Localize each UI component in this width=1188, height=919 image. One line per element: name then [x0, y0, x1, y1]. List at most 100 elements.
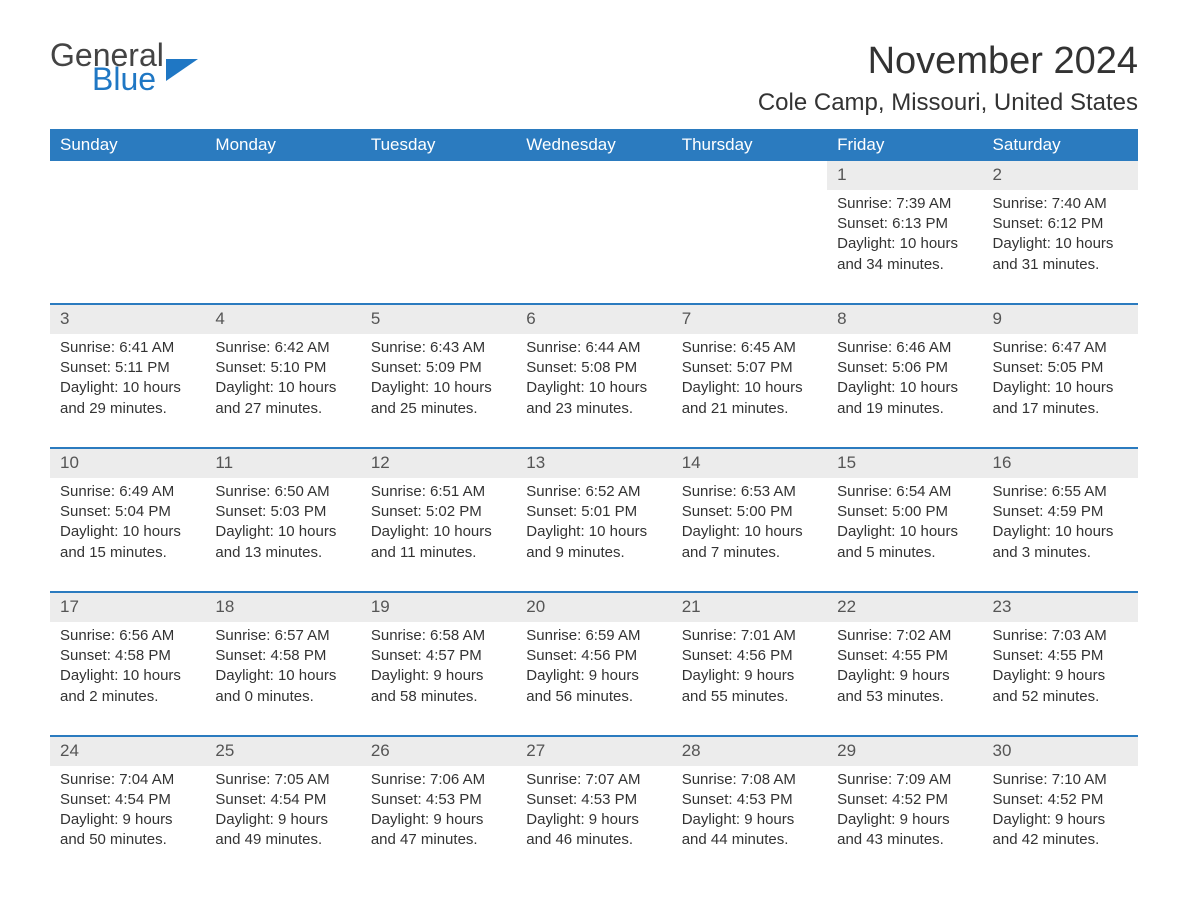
calendar-cell: 4Sunrise: 6:42 AMSunset: 5:10 PMDaylight…: [205, 304, 360, 448]
sunrise: Sunrise: 6:55 AM: [993, 482, 1128, 502]
calendar-cell: 2Sunrise: 7:40 AMSunset: 6:12 PMDaylight…: [983, 161, 1138, 304]
daylight: Daylight: 10 hours and 31 minutes.: [993, 234, 1128, 275]
sunrise: Sunrise: 7:40 AM: [993, 194, 1128, 214]
daylight: Daylight: 9 hours and 50 minutes.: [60, 810, 195, 851]
sunrise: Sunrise: 7:06 AM: [371, 770, 506, 790]
daylight: Daylight: 9 hours and 53 minutes.: [837, 666, 972, 707]
sunrise: Sunrise: 7:39 AM: [837, 194, 972, 214]
sunset: Sunset: 4:54 PM: [60, 790, 195, 810]
header: General Blue November 2024 Cole Camp, Mi…: [50, 40, 1138, 117]
sunset: Sunset: 4:53 PM: [526, 790, 661, 810]
sunrise: Sunrise: 7:04 AM: [60, 770, 195, 790]
day-number: 1: [827, 161, 982, 190]
sunset: Sunset: 6:12 PM: [993, 214, 1128, 234]
daylight: Daylight: 10 hours and 7 minutes.: [682, 522, 817, 563]
day-number: 13: [516, 449, 671, 478]
calendar-cell: 17Sunrise: 6:56 AMSunset: 4:58 PMDayligh…: [50, 592, 205, 736]
calendar-cell: 3Sunrise: 6:41 AMSunset: 5:11 PMDaylight…: [50, 304, 205, 448]
sunrise: Sunrise: 6:43 AM: [371, 338, 506, 358]
day-number: 9: [983, 305, 1138, 334]
logo: General Blue: [50, 40, 198, 95]
logo-text-blue: Blue: [92, 64, 164, 94]
calendar-cell: 18Sunrise: 6:57 AMSunset: 4:58 PMDayligh…: [205, 592, 360, 736]
day-number: 3: [50, 305, 205, 334]
day-number: 28: [672, 737, 827, 766]
day-number: 19: [361, 593, 516, 622]
sunrise: Sunrise: 6:44 AM: [526, 338, 661, 358]
calendar-cell: [50, 161, 205, 304]
sunrise: Sunrise: 7:07 AM: [526, 770, 661, 790]
daylight: Daylight: 10 hours and 27 minutes.: [215, 378, 350, 419]
sunset: Sunset: 4:59 PM: [993, 502, 1128, 522]
sunset: Sunset: 5:00 PM: [837, 502, 972, 522]
daylight: Daylight: 10 hours and 2 minutes.: [60, 666, 195, 707]
sunrise: Sunrise: 6:51 AM: [371, 482, 506, 502]
sunset: Sunset: 5:11 PM: [60, 358, 195, 378]
calendar-cell: 15Sunrise: 6:54 AMSunset: 5:00 PMDayligh…: [827, 448, 982, 592]
sunrise: Sunrise: 7:01 AM: [682, 626, 817, 646]
sunrise: Sunrise: 6:47 AM: [993, 338, 1128, 358]
sunset: Sunset: 5:01 PM: [526, 502, 661, 522]
day-number: 24: [50, 737, 205, 766]
sunset: Sunset: 4:56 PM: [682, 646, 817, 666]
sunrise: Sunrise: 6:54 AM: [837, 482, 972, 502]
calendar-cell: 9Sunrise: 6:47 AMSunset: 5:05 PMDaylight…: [983, 304, 1138, 448]
sunset: Sunset: 4:53 PM: [682, 790, 817, 810]
sunrise: Sunrise: 6:46 AM: [837, 338, 972, 358]
daylight: Daylight: 10 hours and 9 minutes.: [526, 522, 661, 563]
day-number: 7: [672, 305, 827, 334]
sunrise: Sunrise: 6:45 AM: [682, 338, 817, 358]
daylight: Daylight: 9 hours and 44 minutes.: [682, 810, 817, 851]
calendar-cell: 28 Sunrise: 7:08 AMSunset: 4:53 PMDayligh…: [672, 736, 827, 879]
calendar-cell: 10Sunrise: 6:49 AMSunset: 5:04 PMDayligh…: [50, 448, 205, 592]
day-header: Monday: [205, 129, 360, 161]
sunset: Sunset: 5:05 PM: [993, 358, 1128, 378]
sunset: Sunset: 5:03 PM: [215, 502, 350, 522]
calendar-cell: 6Sunrise: 6:44 AMSunset: 5:08 PMDaylight…: [516, 304, 671, 448]
day-number: 14: [672, 449, 827, 478]
sunrise: Sunrise: 7:02 AM: [837, 626, 972, 646]
day-header: Saturday: [983, 129, 1138, 161]
daylight: Daylight: 10 hours and 13 minutes.: [215, 522, 350, 563]
calendar-cell: 20Sunrise: 6:59 AMSunset: 4:56 PMDayligh…: [516, 592, 671, 736]
calendar-cell: 25Sunrise: 7:05 AMSunset: 4:54 PMDayligh…: [205, 736, 360, 879]
calendar-cell: 11Sunrise: 6:50 AMSunset: 5:03 PMDayligh…: [205, 448, 360, 592]
calendar-cell: [672, 161, 827, 304]
sunset: Sunset: 5:07 PM: [682, 358, 817, 378]
sunrise: Sunrise: 6:52 AM: [526, 482, 661, 502]
day-number: 26: [361, 737, 516, 766]
sunset: Sunset: 5:00 PM: [682, 502, 817, 522]
daylight: Daylight: 10 hours and 19 minutes.: [837, 378, 972, 419]
daylight: Daylight: 10 hours and 21 minutes.: [682, 378, 817, 419]
day-number: 18: [205, 593, 360, 622]
day-number: 29: [827, 737, 982, 766]
daylight: Daylight: 9 hours and 55 minutes.: [682, 666, 817, 707]
calendar-cell: 30Sunrise: 7:10 AMSunset: 4:52 PMDayligh…: [983, 736, 1138, 879]
calendar-cell: 23Sunrise: 7:03 AMSunset: 4:55 PMDayligh…: [983, 592, 1138, 736]
day-header: Wednesday: [516, 129, 671, 161]
calendar-body: 1Sunrise: 7:39 AMSunset: 6:13 PMDaylight…: [50, 161, 1138, 879]
day-header: Sunday: [50, 129, 205, 161]
sunrise: Sunrise: 7:08 AM: [682, 770, 817, 790]
sunset: Sunset: 5:02 PM: [371, 502, 506, 522]
calendar-cell: 29Sunrise: 7:09 AMSunset: 4:52 PMDayligh…: [827, 736, 982, 879]
sunset: Sunset: 5:06 PM: [837, 358, 972, 378]
daylight: Daylight: 10 hours and 25 minutes.: [371, 378, 506, 419]
day-number: 21: [672, 593, 827, 622]
calendar-cell: 1Sunrise: 7:39 AMSunset: 6:13 PMDaylight…: [827, 161, 982, 304]
title-block: November 2024 Cole Camp, Missouri, Unite…: [758, 40, 1138, 117]
calendar-cell: 27Sunrise: 7:07 AMSunset: 4:53 PMDayligh…: [516, 736, 671, 879]
day-header: Tuesday: [361, 129, 516, 161]
calendar-cell: 7 Sunrise: 6:45 AMSunset: 5:07 PMDaylight…: [672, 304, 827, 448]
sunset: Sunset: 4:55 PM: [837, 646, 972, 666]
day-number: 15: [827, 449, 982, 478]
sunset: Sunset: 5:08 PM: [526, 358, 661, 378]
daylight: Daylight: 9 hours and 47 minutes.: [371, 810, 506, 851]
daylight: Daylight: 10 hours and 23 minutes.: [526, 378, 661, 419]
calendar-head: SundayMondayTuesdayWednesdayThursdayFrid…: [50, 129, 1138, 161]
day-number: 25: [205, 737, 360, 766]
sunrise: Sunrise: 6:49 AM: [60, 482, 195, 502]
daylight: Daylight: 9 hours and 42 minutes.: [993, 810, 1128, 851]
day-number: 17: [50, 593, 205, 622]
day-number: 20: [516, 593, 671, 622]
